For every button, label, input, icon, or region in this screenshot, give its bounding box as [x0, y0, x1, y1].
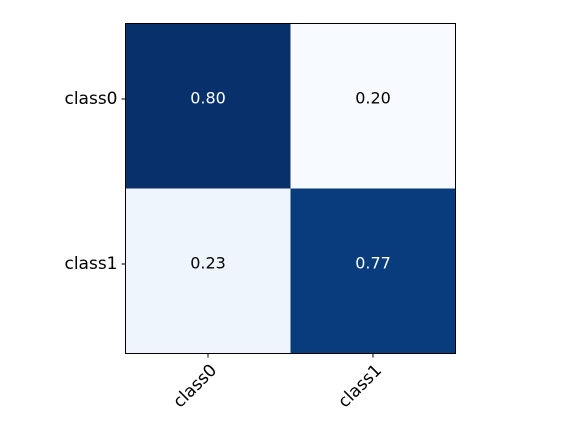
plot-frame	[125, 23, 456, 354]
heatmap-cell-r0-c1	[290, 23, 456, 189]
heatmap-cell-r1-c1	[290, 188, 456, 354]
y-tick-label-1: class1	[64, 254, 117, 274]
x-tick-label-0: class0	[169, 360, 221, 412]
heatmap-cells: 0.80 0.20 0.23 0.77	[125, 23, 456, 354]
x-tick-label-1: class1	[334, 360, 386, 412]
heatmap-cell-r1-c0	[125, 188, 291, 354]
cell-value-label-r0-c0: 0.80	[190, 89, 226, 108]
y-tick-label-0: class0	[64, 89, 117, 109]
heatmap-cell-r0-c0	[125, 23, 291, 189]
cell-value-label-r1-c1: 0.77	[355, 254, 391, 273]
cell-value-label-r0-c1: 0.20	[355, 89, 391, 108]
cell-value-label-r1-c0: 0.23	[190, 254, 226, 273]
